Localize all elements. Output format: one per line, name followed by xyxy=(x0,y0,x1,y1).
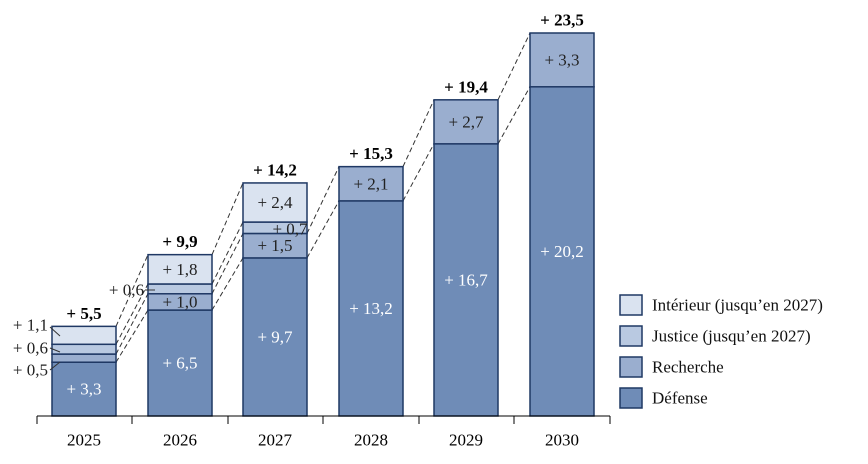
legend-swatch xyxy=(619,387,643,409)
connector-line xyxy=(115,283,149,345)
connector-line xyxy=(211,221,244,285)
leader-line xyxy=(49,361,61,371)
x-tick-label-2028: 2028 xyxy=(354,431,388,450)
legend-swatch xyxy=(619,325,643,347)
legend-label: Intérieur (jusqu’en 2027) xyxy=(652,296,823,315)
bar-segment-recherche-2028 xyxy=(338,165,404,202)
legend-label: Recherche xyxy=(652,358,724,377)
data-label-defense-2026: + 6,5 xyxy=(162,354,197,373)
data-label-justice-2027: + 0,7 xyxy=(272,220,308,239)
data-label-recherche-2028: + 2,1 xyxy=(353,174,388,193)
x-tick-label-2027: 2027 xyxy=(258,431,293,450)
data-label-recherche-2026: + 1,0 xyxy=(162,292,197,311)
legend-swatch xyxy=(619,294,643,316)
bar-segment-recherche-2025 xyxy=(51,353,117,363)
data-label-recherche-2029: + 2,7 xyxy=(448,112,484,131)
connector-line xyxy=(211,233,244,294)
total-label-2029: + 19,4 xyxy=(444,77,488,96)
bar-segment-intrieur-2026 xyxy=(147,253,213,285)
connector-line xyxy=(115,293,149,355)
data-label-recherche-2025: + 0,5 xyxy=(13,361,48,380)
connector-line xyxy=(497,32,531,101)
total-label-2025: + 5,5 xyxy=(66,304,101,323)
data-label-defense-2028: + 13,2 xyxy=(349,299,393,318)
bar-segment-justice-2025 xyxy=(51,343,117,355)
connector-line xyxy=(402,143,435,202)
x-tick-label-2030: 2030 xyxy=(545,431,579,450)
leader-line xyxy=(49,347,61,353)
data-label-defense-2030: + 20,2 xyxy=(540,242,584,261)
legend-label: Justice (jusqu’en 2027) xyxy=(652,327,811,346)
bar-segment-recherche-2027 xyxy=(242,232,308,259)
data-label-recherche-2030: + 3,3 xyxy=(544,50,579,69)
x-tick-label-2026: 2026 xyxy=(163,431,197,450)
connector-line xyxy=(115,309,149,363)
data-label-justice-2025: + 0,6 xyxy=(13,339,48,358)
bar-segment-dfense-2025 xyxy=(51,361,117,417)
data-label-interieur-2025: + 1,1 xyxy=(13,316,48,335)
total-label-2030: + 23,5 xyxy=(540,11,584,30)
connector-line xyxy=(115,254,149,327)
connector-line xyxy=(211,182,244,255)
connector-line xyxy=(211,257,244,311)
connector-line xyxy=(402,99,435,167)
data-label-interieur-2026: + 1,8 xyxy=(162,260,197,279)
total-label-2028: + 15,3 xyxy=(349,144,393,163)
bar-segment-intrieur-2027 xyxy=(242,182,308,223)
bar-segment-dfense-2029 xyxy=(433,143,499,417)
x-tick-label-2029: 2029 xyxy=(449,431,483,450)
connector-line xyxy=(306,166,340,234)
data-label-justice-2026: + 0,6 xyxy=(109,281,144,300)
data-label-defense-2027: + 9,7 xyxy=(257,327,293,346)
bar-segment-recherche-2030 xyxy=(529,32,595,88)
data-label-defense-2025: + 3,3 xyxy=(66,380,101,399)
connector-line xyxy=(497,86,531,145)
total-label-2027: + 14,2 xyxy=(253,160,297,179)
total-label-2026: + 9,9 xyxy=(162,232,197,251)
leader-line xyxy=(49,326,61,337)
legend-swatch xyxy=(619,356,643,378)
data-label-interieur-2027: + 2,4 xyxy=(257,193,293,212)
bar-segment-recherche-2029 xyxy=(433,99,499,145)
data-label-recherche-2027: + 1,5 xyxy=(257,236,292,255)
data-label-defense-2029: + 16,7 xyxy=(444,270,488,289)
connector-line xyxy=(306,200,340,259)
x-tick-label-2025: 2025 xyxy=(67,431,101,450)
bar-segment-intrieur-2025 xyxy=(51,325,117,346)
legend-label: Défense xyxy=(652,389,708,408)
